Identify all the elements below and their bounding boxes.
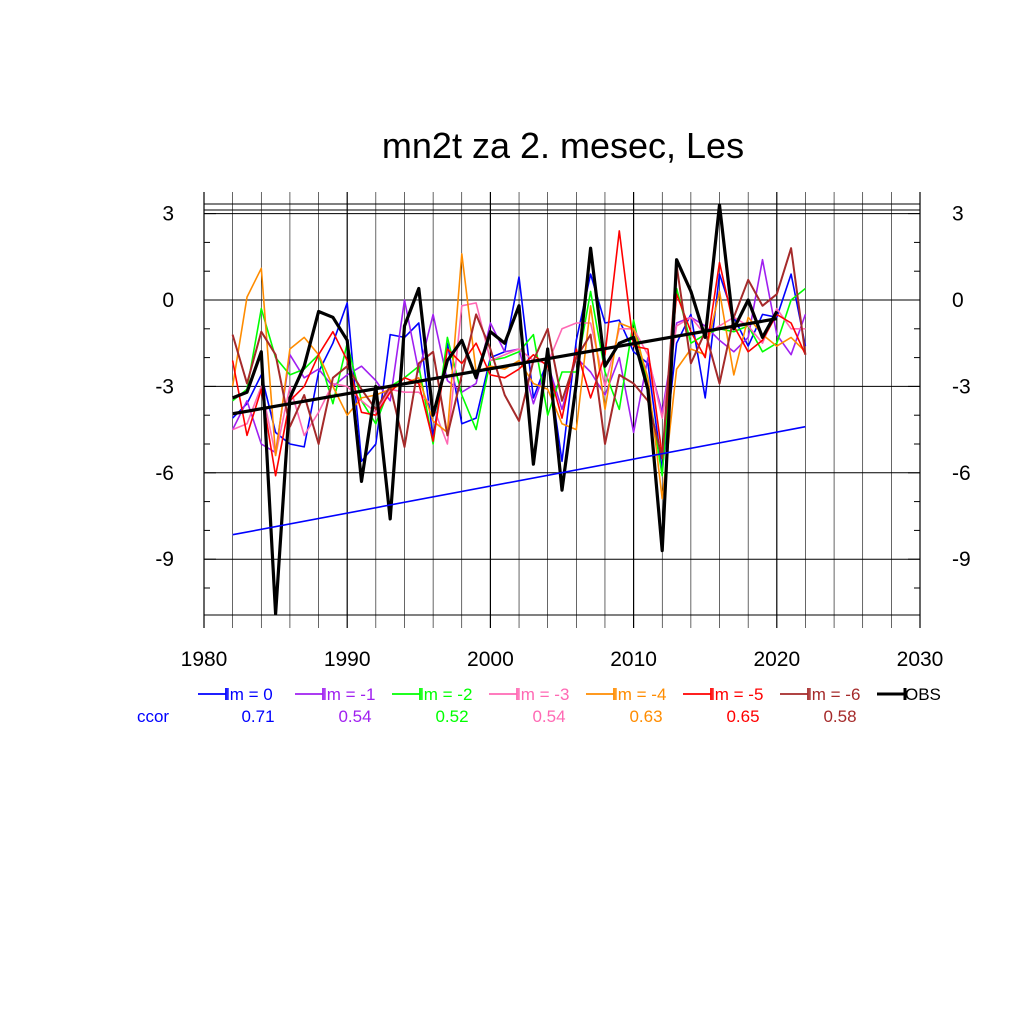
ccor-value: 0.65 <box>726 707 759 726</box>
legend-label: lm = -3 <box>517 685 569 704</box>
y-tick-label-left: 0 <box>162 289 174 312</box>
y-tick-label-left: -3 <box>155 375 174 398</box>
ccor-row-label: ccor <box>137 707 169 726</box>
legend: ccor lm = 0 0.71 lm = -1 0.54 lm = -2 0.52 lm =… <box>137 685 941 726</box>
y-tick-label-right: -6 <box>952 462 971 485</box>
y-tick-label-left: -6 <box>155 462 174 485</box>
x-tick-label: 2010 <box>610 648 657 671</box>
series-line <box>232 273 807 471</box>
series-line <box>231 247 807 460</box>
y-tick-label-right: -9 <box>952 548 971 571</box>
y-tick-label-right: -3 <box>952 375 971 398</box>
y-tick-label-left: 3 <box>162 203 174 226</box>
trend-layer <box>232 317 806 536</box>
ccor-value: 0.54 <box>532 707 565 726</box>
ccor-value: 0.71 <box>241 707 274 726</box>
tick-labels: 3 3 0 0 -3 -3 -6 -6 -9 -9 1980 1990 2000 2010 2020 2030 <box>155 203 970 671</box>
chart-title: mn2t za 2. mesec, Les <box>382 125 744 166</box>
trend-line <box>232 425 806 536</box>
x-tick-label: 2000 <box>467 648 514 671</box>
x-tick-label: 2020 <box>753 648 800 671</box>
legend-label: lm = -6 <box>808 685 860 704</box>
x-tick-label: 1990 <box>324 648 371 671</box>
legend-label: lm = -4 <box>614 685 666 704</box>
legend-label: lm = -1 <box>323 685 375 704</box>
series-line <box>231 253 806 500</box>
ccor-value: 0.54 <box>338 707 371 726</box>
ccor-value: 0.58 <box>823 707 856 726</box>
axes <box>203 192 921 628</box>
major-grid <box>204 192 920 628</box>
y-tick-label-left: -9 <box>155 548 174 571</box>
legend-label: lm = -5 <box>711 685 763 704</box>
ccor-value: 0.63 <box>629 707 662 726</box>
y-tick-label-right: 3 <box>952 203 964 226</box>
x-tick-label: 1980 <box>181 648 228 671</box>
legend-label: lm = 0 <box>226 685 273 704</box>
ccor-value: 0.52 <box>435 707 468 726</box>
y-tick-label-right: 0 <box>952 289 964 312</box>
x-tick-label: 2030 <box>897 648 944 671</box>
series-line <box>231 230 807 477</box>
legend-label: lm = -2 <box>420 685 472 704</box>
series-line <box>232 203 779 616</box>
legend-label: OBS <box>905 685 941 704</box>
trend-line <box>232 317 778 416</box>
